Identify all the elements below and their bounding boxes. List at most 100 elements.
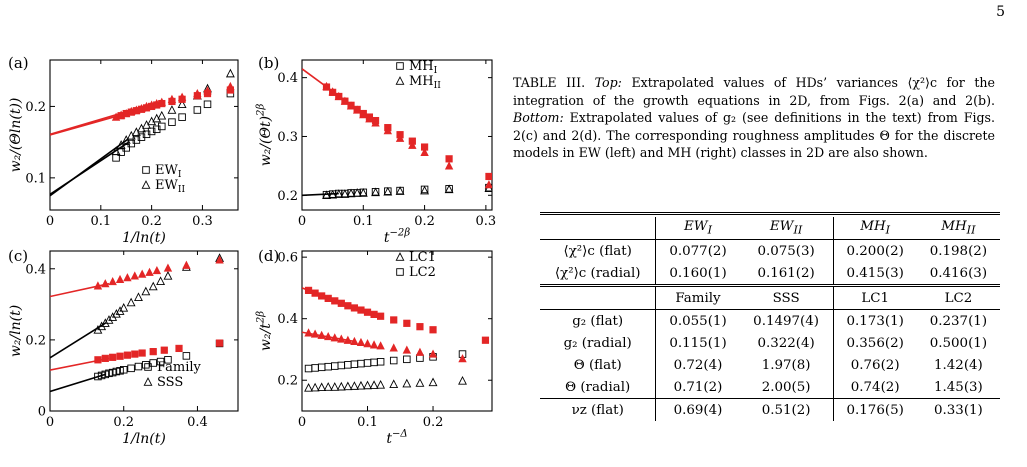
legend-label: LC1: [409, 250, 436, 265]
x-tick-label: 0.2: [141, 214, 162, 229]
data-point: [134, 362, 143, 371]
data-point: [395, 133, 405, 142]
panel-label: (c): [8, 247, 28, 265]
data-point: [384, 187, 392, 195]
table-cell: 2.00(5): [739, 376, 834, 399]
data-point: [158, 122, 166, 131]
data-point: [123, 351, 132, 359]
data-point: [178, 113, 186, 121]
data-point: [331, 297, 339, 305]
data-point: [311, 289, 319, 297]
data-point: [444, 184, 454, 194]
row-label: ⟨χ²⟩c (flat): [540, 239, 657, 262]
plot-area: [50, 68, 235, 197]
data-point: [117, 148, 125, 156]
legend-label: EWII: [155, 178, 185, 195]
legend-marker: [141, 180, 151, 189]
plot-frame: [49, 250, 239, 412]
table-cell: 0.160(1): [669, 265, 727, 281]
panel-label: (b): [258, 54, 279, 72]
table-cell: 0.237(1): [916, 309, 1000, 332]
data-point: [160, 346, 168, 354]
y-tick-label: 0.6: [277, 251, 298, 266]
x-tick-label: 0: [298, 214, 306, 229]
table-cell: 0.72(4): [673, 357, 723, 373]
plot-frame: [301, 59, 493, 211]
table-top-rule: [540, 212, 1000, 215]
legend-marker: [395, 252, 405, 261]
data-point: [328, 87, 337, 96]
data-point: [420, 185, 430, 195]
data-point: [370, 310, 378, 318]
data-point: [111, 309, 121, 318]
data-point: [149, 348, 157, 356]
x-tick-label: 0: [46, 415, 54, 430]
data-point: [389, 343, 398, 352]
fit-line: [302, 192, 339, 197]
x-tick-label: 0.1: [357, 415, 378, 430]
data-point: [336, 381, 346, 391]
data-point: [403, 319, 411, 327]
data-point: [340, 189, 350, 198]
data-point: [428, 377, 438, 387]
data-point: [116, 352, 124, 360]
table-row: ⟨χ²⟩c (radial) 0.160(1) 0.161(2) 0.415(3) 0.…: [540, 262, 1000, 286]
data-point: [369, 380, 379, 389]
data-point: [346, 101, 356, 110]
x-tick-label: 0: [298, 415, 306, 430]
data-point: [356, 337, 366, 346]
data-point: [370, 358, 378, 367]
data-point: [304, 364, 313, 373]
legend-label: EWI: [155, 163, 182, 180]
x-axis-label: t−Δ: [386, 429, 407, 447]
legend-label: MHI: [409, 59, 438, 76]
data-point: [203, 100, 212, 109]
data-point: [349, 381, 359, 390]
data-point: [101, 279, 110, 288]
data-point: [175, 344, 183, 353]
data-point: [396, 186, 404, 195]
fit-line: [50, 373, 106, 393]
data-point: [363, 339, 372, 348]
data-point: [337, 361, 346, 370]
data-point: [429, 326, 437, 334]
y-tick-label: 0.2: [25, 100, 46, 115]
row-label: ⟨χ²⟩c (radial): [540, 262, 657, 286]
data-point: [415, 378, 425, 387]
table-cell: 0.416(3): [929, 265, 988, 281]
table-cell: 0.51(2): [739, 398, 834, 421]
plot-frame: [301, 250, 493, 412]
y-tick-label: 0.4: [277, 312, 298, 327]
table-header-row: Family SSS LC1 LC2: [540, 284, 1000, 310]
y-tick-label: 0.2: [25, 333, 46, 348]
row-label: [540, 284, 657, 310]
data-point: [141, 286, 151, 296]
chart-panel-c: 0 0.2 0.400.20.4(c)1/ln(t)w₂/ln(t)FamilySS…: [8, 247, 239, 447]
data-point: [93, 281, 103, 290]
y-tick-label: 0: [38, 405, 46, 420]
data-point: [334, 91, 343, 101]
data-point: [168, 118, 176, 126]
data-point: [363, 308, 372, 316]
data-point: [357, 306, 365, 314]
caption-label: TABLE III.: [513, 75, 586, 90]
row-label: Θ (radial): [540, 376, 657, 399]
results-table: EWI EWII MHI MHII ⟨χ²⟩c (flat) 0.077(2) 0.075(…: [540, 217, 1000, 421]
legend-label: MHII: [409, 74, 441, 91]
data-point: [177, 99, 187, 109]
data-point: [344, 302, 352, 310]
data-point: [383, 126, 392, 135]
data-point: [226, 81, 235, 91]
data-point: [389, 379, 399, 388]
data-point: [481, 336, 490, 344]
row-label: g₂ (radial): [540, 332, 657, 354]
legend-marker: [396, 62, 404, 70]
table-cell: LC1: [833, 284, 917, 310]
data-point: [138, 349, 146, 357]
table-cell: 0.71(2): [673, 379, 723, 395]
data-point: [363, 359, 372, 367]
y-tick-label: 0.4: [277, 71, 298, 86]
data-point: [324, 331, 333, 341]
table-cell: 0.176(5): [833, 398, 917, 421]
